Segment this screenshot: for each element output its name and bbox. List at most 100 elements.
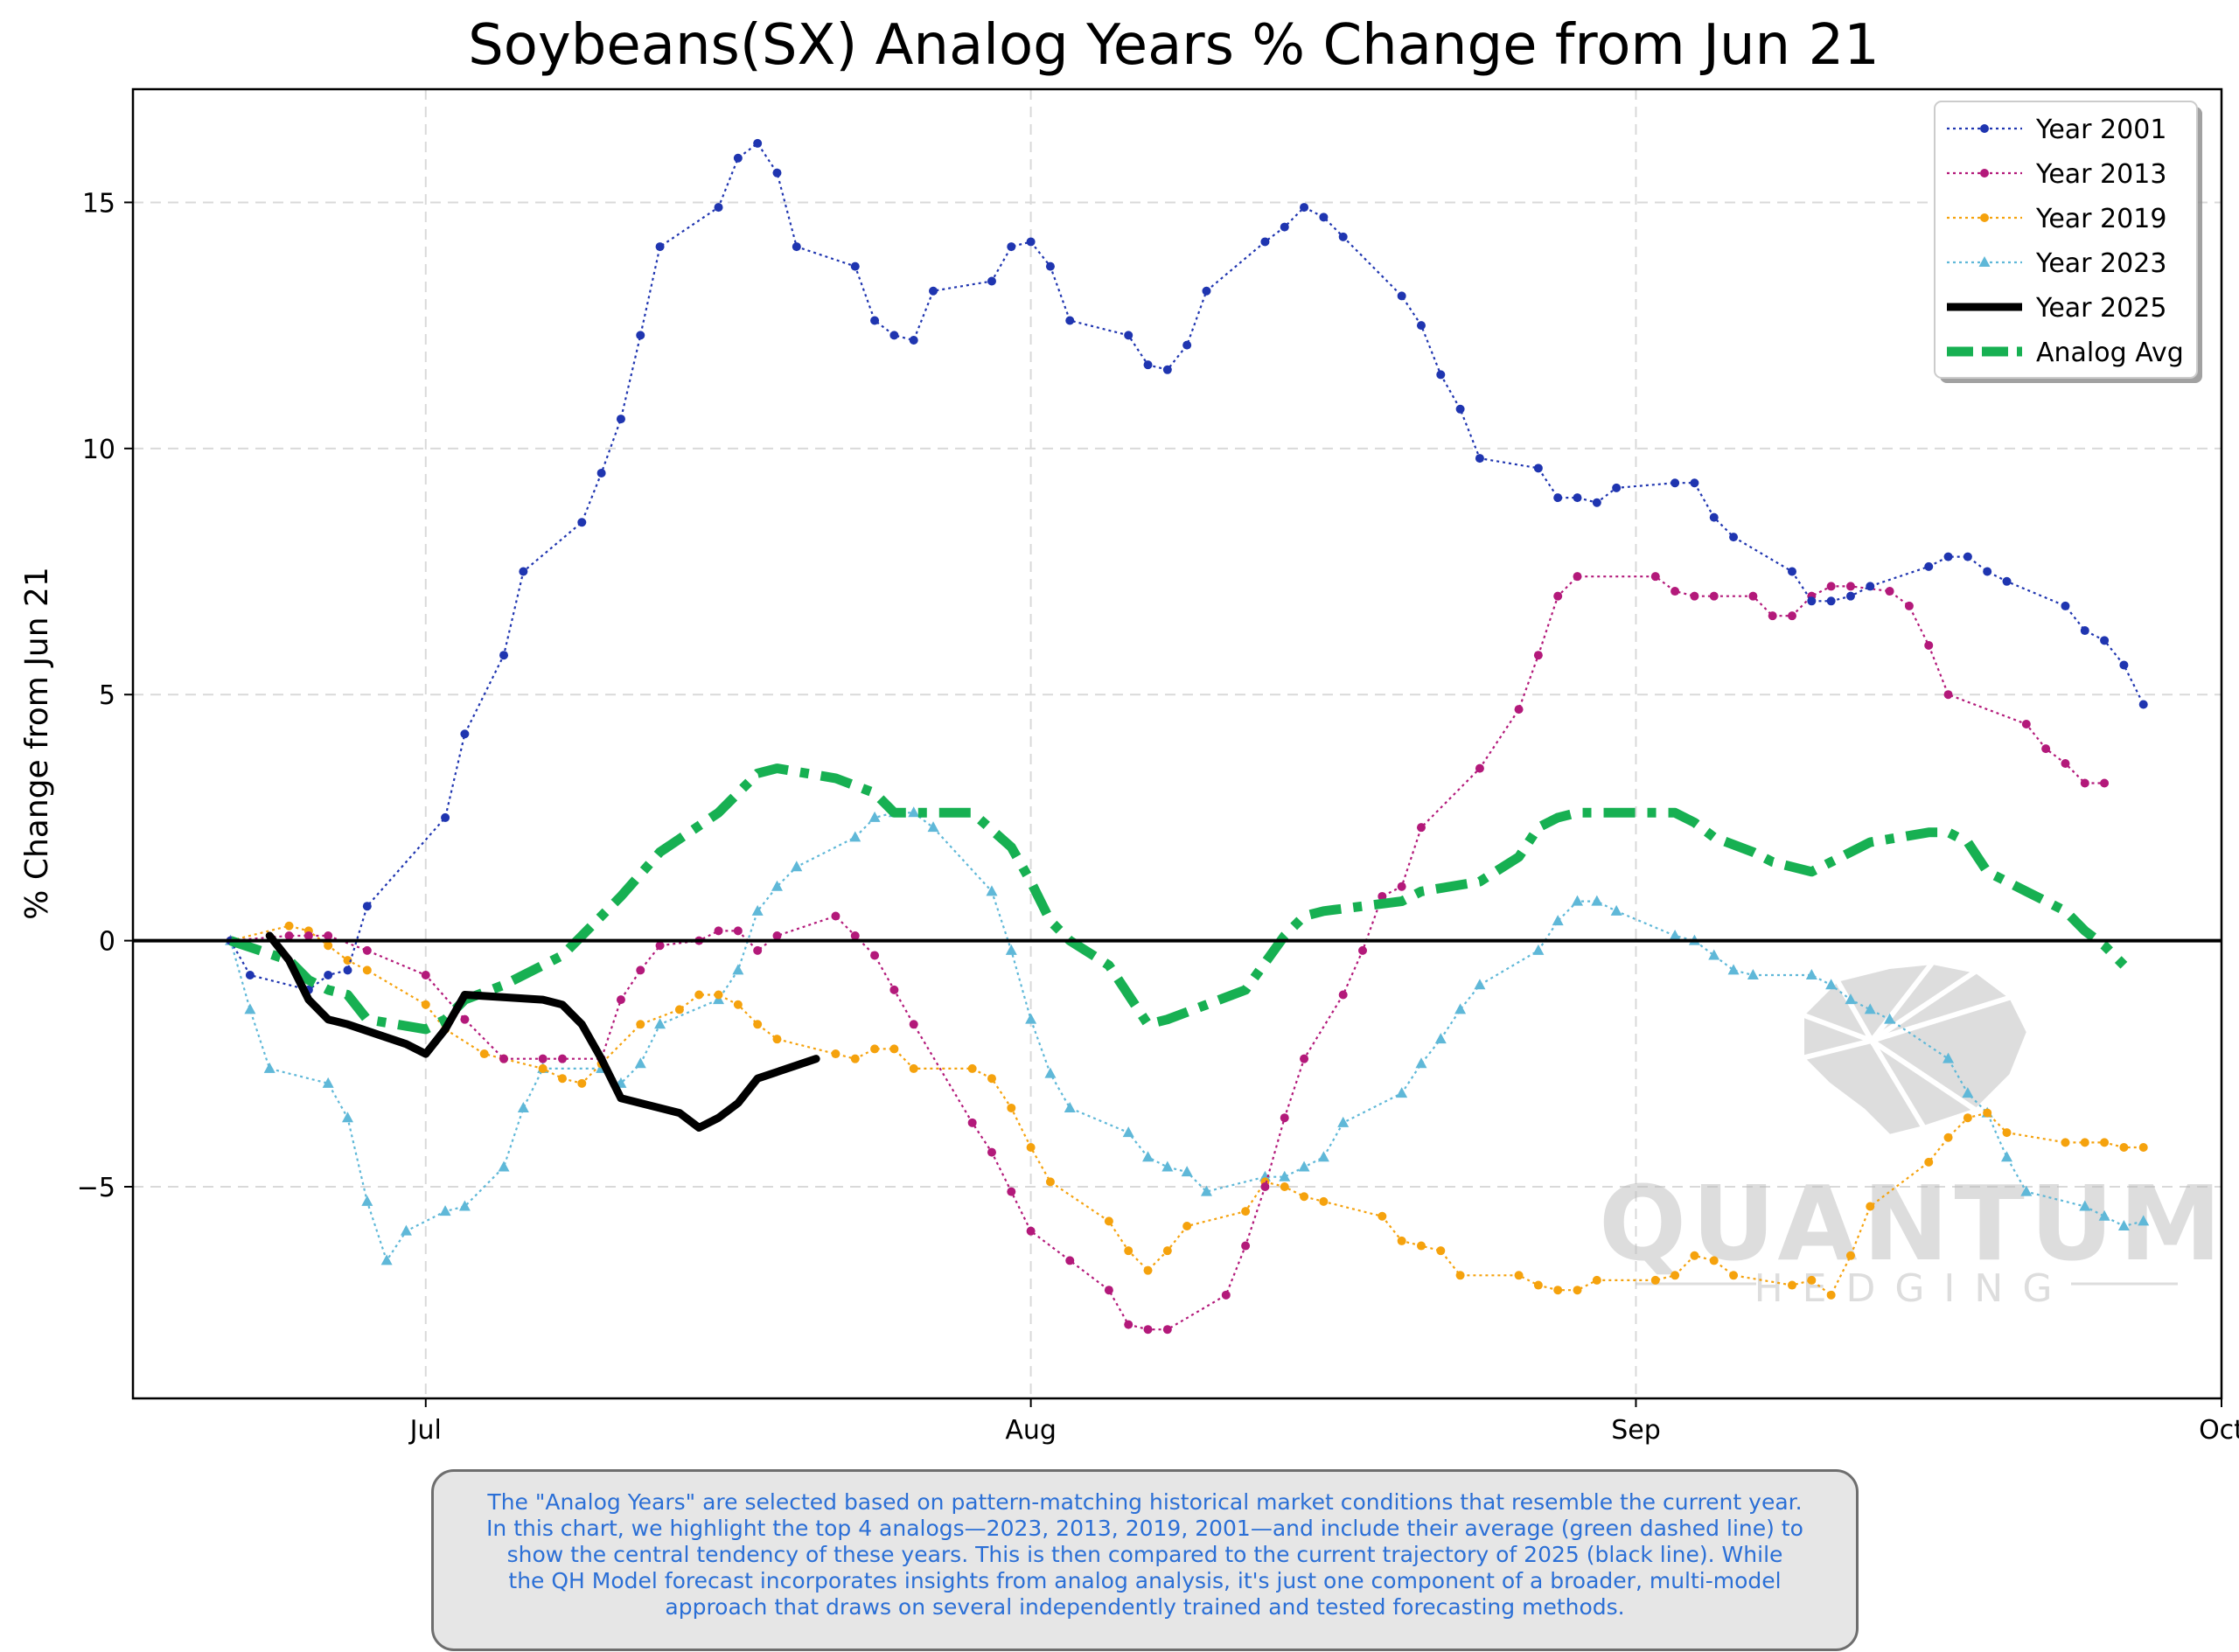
data-point <box>1553 493 1563 503</box>
data-point <box>1319 213 1329 222</box>
y-tick-label: 15 <box>82 188 115 219</box>
data-point <box>1864 1003 1876 1014</box>
watermark: QUANTUM HEDGING <box>1599 958 2222 1311</box>
data-point <box>1671 1271 1680 1280</box>
data-point <box>1943 690 1953 700</box>
data-point <box>1026 237 1036 247</box>
data-point <box>1007 242 1016 252</box>
data-point <box>831 1049 840 1059</box>
data-point <box>1533 651 1543 660</box>
data-point <box>733 1000 743 1009</box>
data-point <box>1279 1170 1291 1181</box>
data-point <box>2119 660 2129 670</box>
plot-frame <box>131 87 2223 1400</box>
data-point <box>1104 1286 1113 1295</box>
data-point <box>1690 478 1699 488</box>
data-point <box>362 965 372 975</box>
data-point <box>1397 1236 1406 1245</box>
data-point <box>751 904 764 916</box>
y-axis-label: % Change from Jun 21 <box>19 567 55 920</box>
data-point <box>1221 1290 1231 1300</box>
data-point <box>1338 990 1348 1000</box>
data-point <box>1708 949 1720 960</box>
series-year-2001 <box>226 138 2148 994</box>
data-point <box>987 276 996 286</box>
y-tick-label: 0 <box>99 927 115 958</box>
data-point <box>2061 601 2070 610</box>
note-line: show the central tendency of these years… <box>506 1542 1783 1567</box>
data-point <box>1378 1211 1387 1221</box>
data-point <box>263 1062 276 1073</box>
data-point <box>1826 582 1836 591</box>
data-point <box>772 168 782 178</box>
data-point <box>1845 591 1855 601</box>
data-point <box>1612 483 1622 492</box>
data-point <box>1455 1271 1465 1280</box>
data-point <box>674 1005 684 1014</box>
data-point <box>1768 611 1777 621</box>
data-point <box>987 1147 996 1157</box>
data-point <box>1825 979 1838 990</box>
note-line: The "Analog Years" are selected based on… <box>487 1489 1803 1515</box>
legend-entry: Year 2023 <box>1947 248 2166 279</box>
legend-label: Year 2013 <box>2035 159 2166 190</box>
data-point <box>1338 232 1348 241</box>
data-point <box>1884 1013 1896 1024</box>
data-point <box>908 806 920 818</box>
data-point <box>1788 567 1797 576</box>
data-point <box>1671 478 1680 488</box>
data-point <box>1690 591 1699 601</box>
data-point <box>1553 1286 1563 1295</box>
data-point <box>1943 1133 1953 1142</box>
legend-entry: Year 2013 <box>1947 159 2166 190</box>
data-point <box>596 468 606 477</box>
data-point <box>1065 316 1075 325</box>
data-point <box>1143 360 1153 370</box>
data-point <box>1533 464 1543 473</box>
data-point <box>1671 587 1680 596</box>
data-point <box>1709 1256 1719 1265</box>
data-point <box>1573 1286 1582 1295</box>
legend-entry: Year 2025 <box>1947 293 2166 324</box>
data-point <box>772 1035 782 1044</box>
data-point <box>441 812 450 822</box>
data-point <box>324 941 333 951</box>
note-line: In this chart, we highlight the top 4 an… <box>486 1516 1803 1541</box>
data-point <box>1416 823 1426 833</box>
data-point <box>714 926 723 936</box>
data-point <box>1963 552 1972 561</box>
data-point <box>1474 979 1486 990</box>
data-point <box>1592 1275 1601 1285</box>
data-point <box>1729 533 1739 542</box>
legend-marker <box>1980 124 1989 133</box>
data-point <box>1397 291 1406 301</box>
data-point <box>616 995 625 1005</box>
data-point <box>1124 1320 1133 1329</box>
data-point <box>2098 1209 2110 1221</box>
data-point <box>1788 611 1797 621</box>
data-point <box>1065 1256 1075 1265</box>
data-point <box>1514 1271 1524 1280</box>
data-point <box>1845 993 1857 1005</box>
data-point <box>460 1014 470 1024</box>
data-point <box>1650 572 1660 582</box>
data-point <box>1962 1087 1974 1098</box>
data-point <box>1924 640 1934 650</box>
data-point <box>1045 1177 1055 1187</box>
data-point <box>499 651 509 660</box>
legend: Year 2001 Year 2013 Year 2019 Year 2023 Year… <box>1934 101 2202 383</box>
data-point <box>479 1049 489 1059</box>
data-point <box>2080 1138 2089 1147</box>
data-point <box>1300 1192 1309 1202</box>
data-point <box>655 242 665 252</box>
data-point <box>889 985 899 994</box>
data-point <box>1142 1151 1154 1162</box>
data-point <box>1826 1290 1836 1300</box>
data-point <box>1143 1265 1153 1275</box>
data-point <box>519 567 528 576</box>
data-point <box>1026 1226 1036 1236</box>
data-point <box>870 316 880 325</box>
data-point <box>1434 1033 1447 1044</box>
series-layer <box>225 138 2150 1335</box>
data-point <box>1807 596 1817 606</box>
